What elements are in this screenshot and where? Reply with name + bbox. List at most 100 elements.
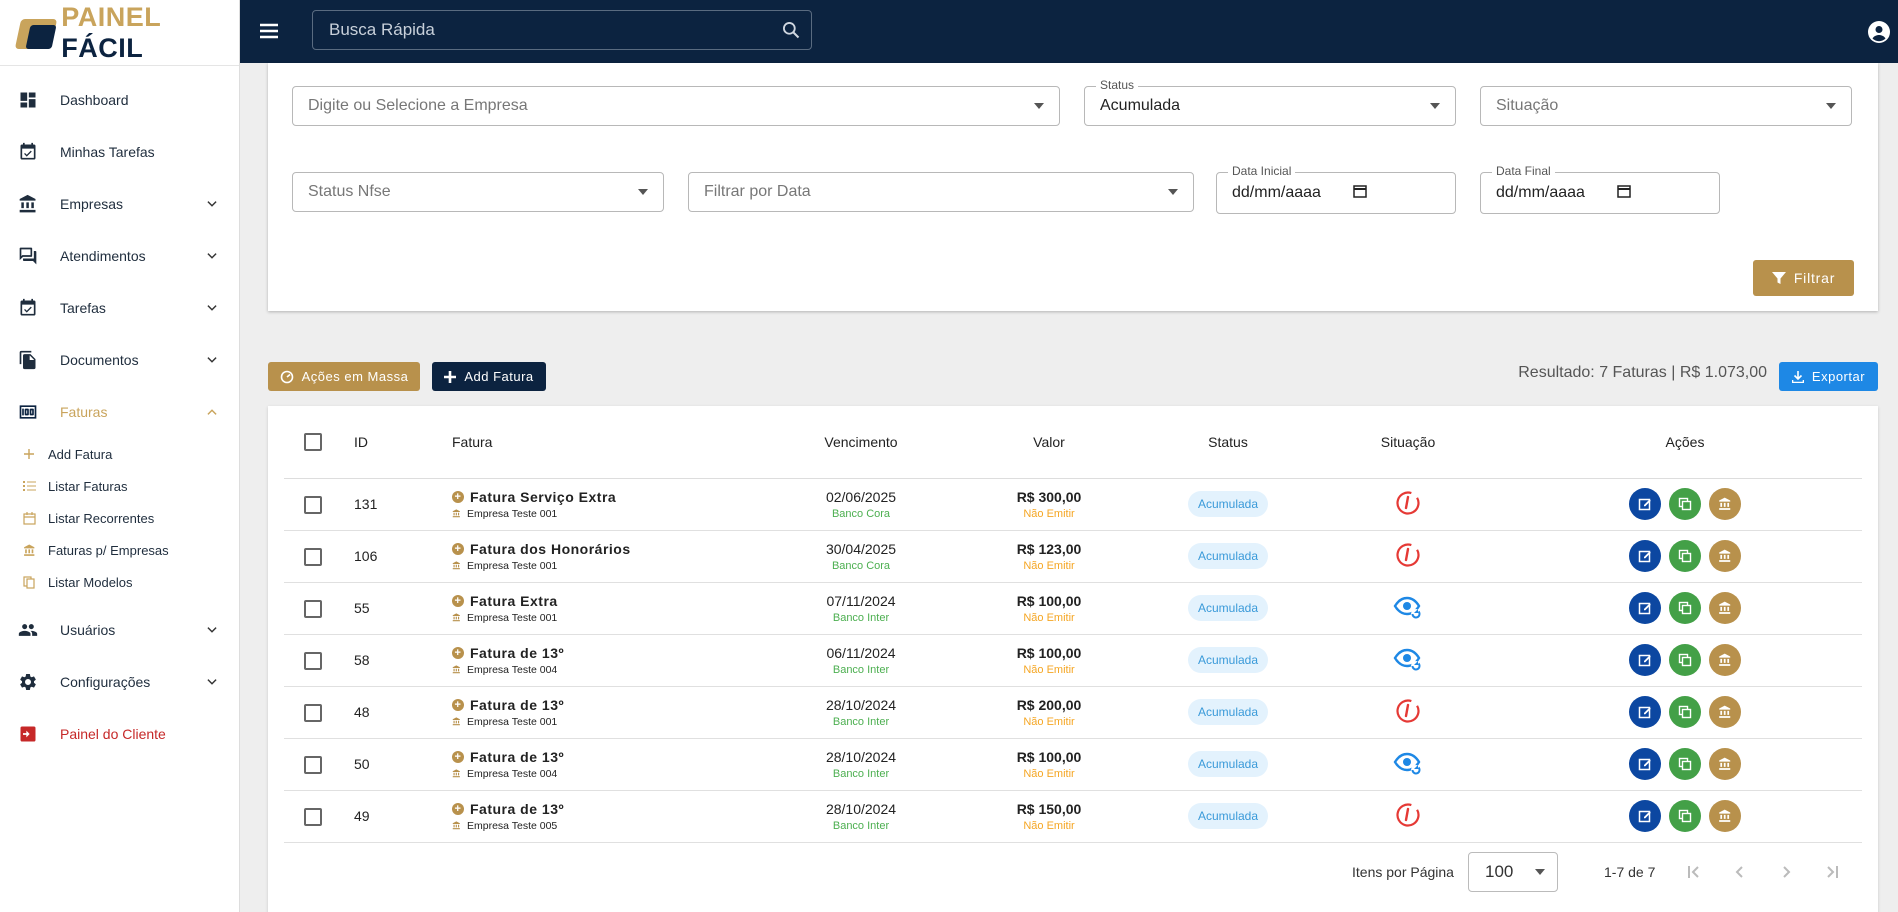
data-final-field[interactable]: Data Final dd/mm/aaaa [1480, 164, 1720, 214]
viewed-eye-icon[interactable] [1393, 596, 1423, 623]
bank-icon[interactable] [1709, 540, 1741, 572]
edit-icon[interactable] [1629, 696, 1661, 728]
status-nfse-select[interactable]: Status Nfse [292, 172, 664, 212]
table-row[interactable]: 131 + Fatura Serviço Extra Empresa Teste … [284, 478, 1862, 531]
bank-icon[interactable] [1709, 696, 1741, 728]
sidebar-item-dashboard[interactable]: Dashboard [0, 74, 239, 126]
row-fatura[interactable]: + Fatura Serviço Extra Empresa Teste 001 [452, 478, 772, 531]
chevron-up-icon[interactable] [197, 405, 227, 419]
edit-icon[interactable] [1629, 540, 1661, 572]
row-situacao[interactable] [1308, 634, 1508, 687]
sidebar-item-minhas-tarefas[interactable]: Minhas Tarefas [0, 126, 239, 178]
row-checkbox[interactable] [284, 582, 342, 635]
search-icon[interactable] [771, 20, 811, 40]
row-fatura[interactable]: + Fatura de 13º Empresa Teste 004 [452, 634, 772, 687]
overdue-clock-icon[interactable] [1395, 490, 1421, 519]
submenu-add-fatura[interactable]: Add Fatura [0, 438, 239, 470]
sidebar-item-tarefas[interactable]: Tarefas [0, 282, 239, 334]
submenu-listar-recorrentes[interactable]: Listar Recorrentes [0, 502, 239, 534]
row-situacao[interactable] [1308, 530, 1508, 583]
bank-icon[interactable] [1709, 644, 1741, 676]
row-checkbox[interactable] [284, 686, 342, 739]
duplicate-icon[interactable] [1669, 748, 1701, 780]
header-vencimento[interactable]: Vencimento [772, 406, 950, 479]
chevron-down-icon[interactable] [197, 675, 227, 689]
row-situacao[interactable] [1308, 686, 1508, 739]
chevron-down-icon[interactable] [197, 623, 227, 637]
header-id[interactable]: ID [342, 406, 452, 479]
edit-icon[interactable] [1629, 748, 1661, 780]
header-valor[interactable]: Valor [950, 406, 1148, 479]
plus-circle-icon[interactable]: + [452, 542, 464, 555]
sidebar-item-faturas[interactable]: Faturas [0, 386, 239, 438]
header-fatura[interactable]: Fatura [452, 406, 772, 479]
duplicate-icon[interactable] [1669, 592, 1701, 624]
filtrar-data-select[interactable]: Filtrar por Data [688, 172, 1194, 212]
bank-icon[interactable] [1709, 592, 1741, 624]
plus-circle-icon[interactable]: + [452, 698, 464, 711]
table-row[interactable]: 48 + Fatura de 13º Empresa Teste 001 28/1… [284, 686, 1862, 739]
duplicate-icon[interactable] [1669, 540, 1701, 572]
items-per-page-select[interactable]: 100 [1468, 852, 1558, 892]
plus-circle-icon[interactable]: + [452, 802, 464, 815]
empresa-select[interactable]: Digite ou Selecione a Empresa [292, 86, 1060, 126]
overdue-clock-icon[interactable] [1395, 698, 1421, 727]
submenu-faturas-empresas[interactable]: Faturas p/ Empresas [0, 534, 239, 566]
plus-circle-icon[interactable]: + [452, 646, 464, 659]
chevron-down-icon[interactable] [197, 249, 227, 263]
row-fatura[interactable]: + Fatura dos Honorários Empresa Teste 001 [452, 530, 772, 583]
row-situacao[interactable] [1308, 478, 1508, 531]
row-checkbox[interactable] [284, 478, 342, 531]
duplicate-icon[interactable] [1669, 488, 1701, 520]
table-row[interactable]: 50 + Fatura de 13º Empresa Teste 004 28/1… [284, 738, 1862, 791]
sidebar-item-configuracoes[interactable]: Configurações [0, 656, 239, 708]
row-situacao[interactable] [1308, 738, 1508, 791]
calendar-icon[interactable] [1353, 184, 1367, 203]
filtrar-button[interactable]: Filtrar [1753, 260, 1854, 296]
submenu-listar-faturas[interactable]: Listar Faturas [0, 470, 239, 502]
row-checkbox[interactable] [284, 738, 342, 791]
header-situacao[interactable]: Situação [1308, 406, 1508, 479]
row-situacao[interactable] [1308, 582, 1508, 635]
sidebar-item-atendimentos[interactable]: Atendimentos [0, 230, 239, 282]
submenu-listar-modelos[interactable]: Listar Modelos [0, 566, 239, 598]
viewed-eye-icon[interactable] [1393, 648, 1423, 675]
duplicate-icon[interactable] [1669, 800, 1701, 832]
edit-icon[interactable] [1629, 800, 1661, 832]
account-circle-icon[interactable] [1866, 19, 1892, 45]
bank-icon[interactable] [1709, 748, 1741, 780]
bank-icon[interactable] [1709, 800, 1741, 832]
plus-circle-icon[interactable]: + [452, 490, 464, 503]
row-checkbox[interactable] [284, 790, 342, 843]
bank-icon[interactable] [1709, 488, 1741, 520]
edit-icon[interactable] [1629, 592, 1661, 624]
viewed-eye-icon[interactable] [1393, 752, 1423, 779]
next-page-icon[interactable] [1774, 860, 1798, 884]
exportar-button[interactable]: Exportar [1779, 362, 1878, 391]
table-row[interactable]: 106 + Fatura dos Honorários Empresa Teste… [284, 530, 1862, 583]
table-row[interactable]: 55 + Fatura Extra Empresa Teste 001 07/11… [284, 582, 1862, 635]
overdue-clock-icon[interactable] [1395, 802, 1421, 831]
row-fatura[interactable]: + Fatura de 13º Empresa Teste 005 [452, 790, 772, 843]
row-fatura[interactable]: + Fatura de 13º Empresa Teste 001 [452, 686, 772, 739]
calendar-icon[interactable] [1617, 184, 1631, 203]
sidebar-item-usuarios[interactable]: Usuários [0, 604, 239, 656]
row-situacao[interactable] [1308, 790, 1508, 843]
header-status[interactable]: Status [1148, 406, 1308, 479]
row-fatura[interactable]: + Fatura de 13º Empresa Teste 004 [452, 738, 772, 791]
row-fatura[interactable]: + Fatura Extra Empresa Teste 001 [452, 582, 772, 635]
duplicate-icon[interactable] [1669, 644, 1701, 676]
search-input[interactable] [313, 20, 771, 40]
table-row[interactable]: 58 + Fatura de 13º Empresa Teste 004 06/1… [284, 634, 1862, 687]
status-select[interactable]: Status Acumulada [1084, 78, 1456, 126]
row-checkbox[interactable] [284, 530, 342, 583]
table-row[interactable]: 49 + Fatura de 13º Empresa Teste 005 28/1… [284, 790, 1862, 843]
first-page-icon[interactable] [1682, 860, 1706, 884]
row-checkbox[interactable] [284, 634, 342, 687]
select-all-checkbox[interactable] [284, 406, 342, 479]
duplicate-icon[interactable] [1669, 696, 1701, 728]
edit-icon[interactable] [1629, 488, 1661, 520]
sidebar-item-documentos[interactable]: Documentos [0, 334, 239, 386]
sidebar-item-painel-cliente[interactable]: Painel do Cliente [0, 708, 239, 760]
hamburger-menu-icon[interactable] [256, 18, 282, 44]
